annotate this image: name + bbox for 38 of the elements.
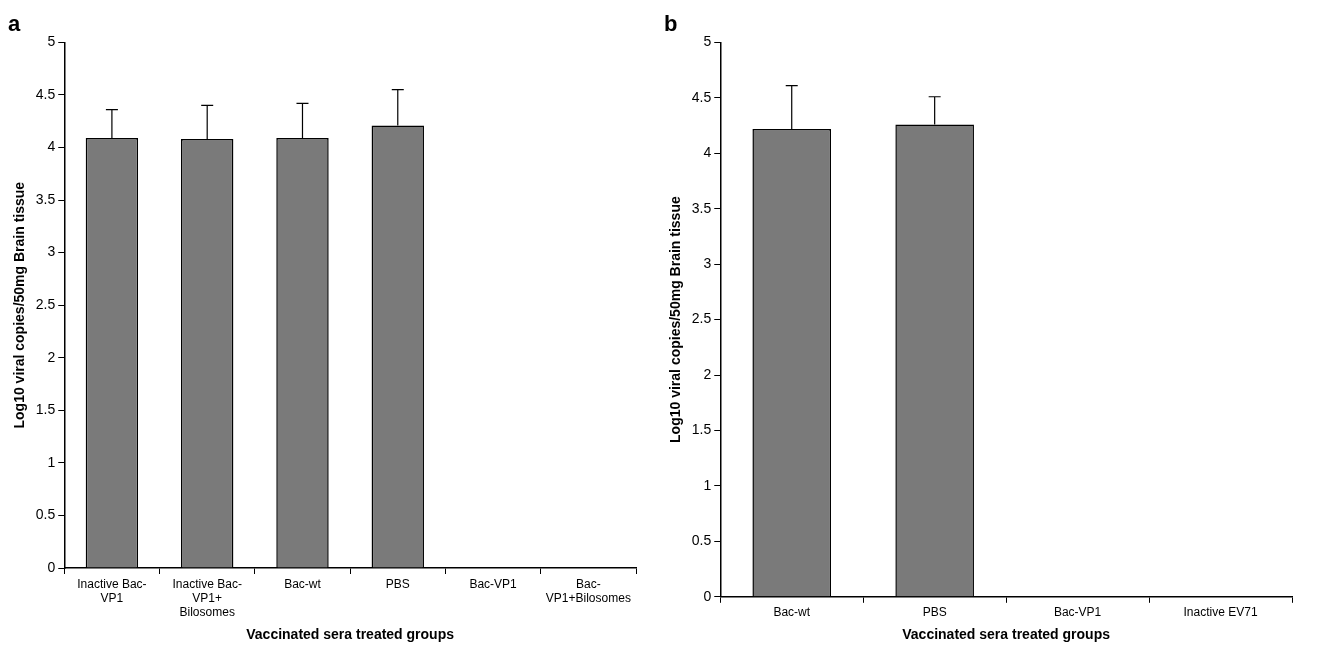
y-axis-title: Log10 viral copies/50mg Brain tissue: [667, 196, 684, 443]
y-tick-label: 3.5: [691, 199, 712, 216]
y-tick-label: 1.5: [35, 401, 56, 418]
y-tick-label: 5: [703, 33, 712, 50]
y-tick-label: 1: [47, 453, 56, 470]
x-tick-label: PBS: [922, 605, 947, 620]
y-tick-label: 1: [703, 476, 712, 493]
x-tick-label: PBS: [385, 576, 410, 591]
y-tick-label: 4.5: [35, 85, 56, 102]
y-tick-label: 2.5: [35, 296, 56, 313]
chart-title: b: [664, 11, 678, 37]
x-tick-label: Bac-wt: [773, 605, 811, 620]
y-tick-label: 5: [47, 33, 56, 50]
x-tick-label: Inactive Bac-VP1: [77, 576, 147, 605]
x-tick-label: Inactive Bac-VP1+ Bilosomes: [172, 576, 242, 620]
x-tick-label: Bac-VP1+Bilosomes: [545, 576, 631, 605]
y-tick-label: 3: [703, 255, 712, 272]
y-tick-label: 0: [703, 587, 712, 604]
x-axis-title: Vaccinated sera treated groups: [902, 626, 1111, 643]
y-tick-label: 4: [47, 138, 56, 155]
chart-title: a: [8, 11, 21, 37]
y-tick-label: 0: [47, 558, 56, 575]
y-tick-label: 2.5: [691, 310, 712, 327]
y-tick-label: 1.5: [691, 421, 712, 438]
y-tick-label: 0.5: [691, 532, 712, 549]
y-tick-label: 4.5: [691, 88, 712, 105]
x-tick-label: Bac-wt: [284, 576, 322, 591]
y-tick-label: 3: [47, 243, 56, 260]
y-tick-label: 3.5: [35, 190, 56, 207]
y-tick-label: 2: [703, 365, 712, 382]
y-tick-label: 2: [47, 348, 56, 365]
x-tick-label: Bac-VP1: [1053, 605, 1102, 620]
y-axis-title: Log10 viral copies/50mg Brain tissue: [11, 181, 28, 429]
x-tick-label: Bac-VP1: [469, 576, 518, 591]
y-tick-label: 0.5: [35, 506, 56, 523]
x-axis-title: Vaccinated sera treated groups: [246, 626, 455, 643]
x-tick-label: Inactive EV71: [1183, 605, 1258, 620]
y-tick-label: 4: [703, 144, 712, 161]
